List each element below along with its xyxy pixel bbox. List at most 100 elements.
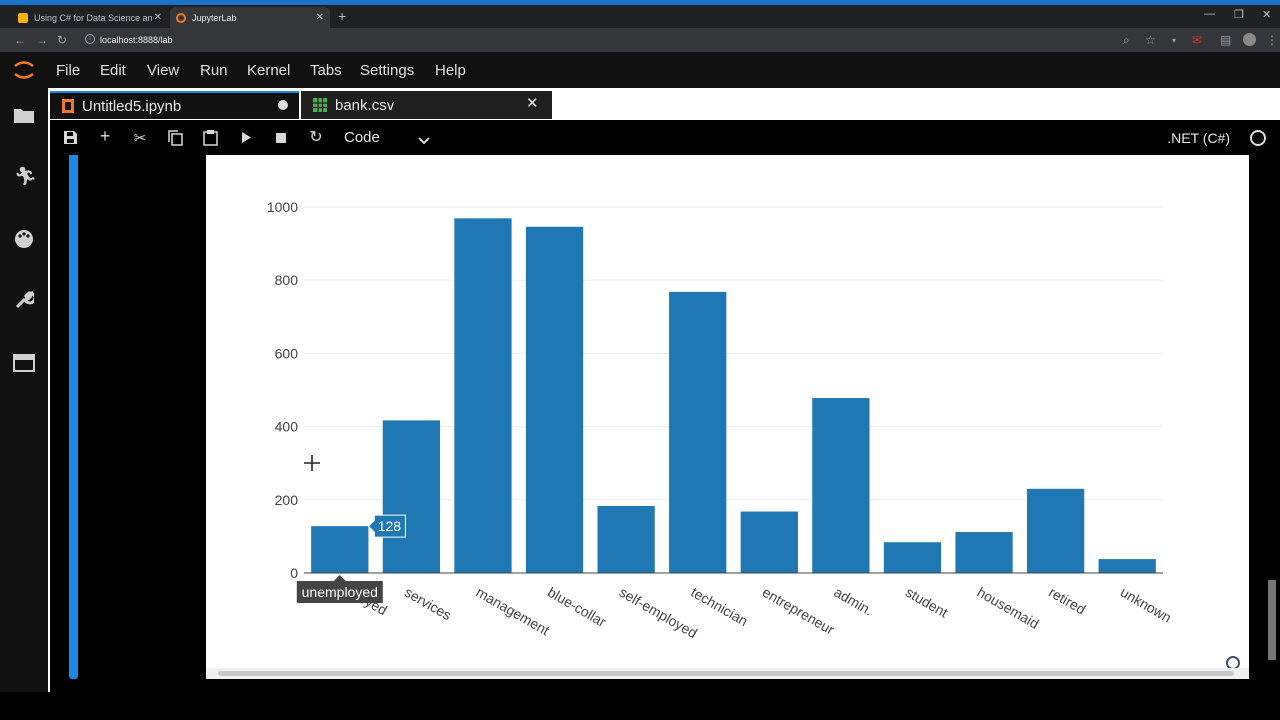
- left-sidebar: 🏃︎: [0, 88, 48, 692]
- hover-category-box: [296, 575, 383, 603]
- bar[interactable]: [1026, 488, 1085, 573]
- menu-help[interactable]: Help: [435, 62, 466, 79]
- tabs-icon[interactable]: [13, 354, 35, 372]
- back-icon[interactable]: ←: [14, 33, 26, 47]
- bar[interactable]: [1098, 559, 1156, 573]
- tab-label: Untitled5.ipynb: [82, 97, 182, 115]
- notebook-toolbar: + ✂ ↻ Code .NET (C#): [50, 120, 1280, 155]
- restore-icon[interactable]: ❐: [1234, 9, 1244, 21]
- copy-icon[interactable]: [168, 130, 183, 146]
- menu-icon[interactable]: ⋮: [1266, 33, 1278, 47]
- document-icon: [18, 12, 28, 23]
- x-tick-label: entrepreneur: [760, 584, 838, 638]
- menu-tabs[interactable]: Tabs: [310, 62, 342, 79]
- wrench-icon[interactable]: [14, 290, 34, 310]
- cut-icon[interactable]: ✂: [133, 130, 147, 147]
- run-icon[interactable]: [241, 131, 252, 144]
- minimize-icon[interactable]: —: [1204, 8, 1215, 20]
- cell-output: 02004006008001000ployedservicesmanagemen…: [206, 155, 1249, 679]
- stop-icon[interactable]: [276, 133, 286, 143]
- zoom-icon[interactable]: ⌕: [1123, 33, 1130, 47]
- y-tick-label: 200: [275, 492, 299, 508]
- browser-tab-label: Using C# for Data Science and M: [34, 12, 152, 23]
- address-bar[interactable]: i localhost:8888/lab: [80, 31, 1235, 49]
- y-tick-label: 600: [275, 345, 299, 361]
- tab-bank-csv[interactable]: bank.csv ✕: [301, 91, 552, 119]
- bar[interactable]: [740, 511, 798, 573]
- bar[interactable]: [525, 226, 584, 573]
- y-tick-label: 1000: [267, 199, 298, 215]
- info-icon[interactable]: i: [85, 34, 95, 44]
- jupyter-menubar: File Edit View Run Kernel Tabs Settings …: [0, 52, 1280, 88]
- window-close-icon[interactable]: ✕: [1262, 9, 1272, 21]
- bar[interactable]: [669, 291, 727, 573]
- chevron-down-icon[interactable]: [418, 135, 430, 147]
- avatar[interactable]: [1243, 33, 1256, 46]
- close-icon[interactable]: ✕: [153, 12, 162, 23]
- y-tick-label: 400: [275, 419, 299, 435]
- extension-icon[interactable]: ▤: [1220, 33, 1232, 47]
- bar[interactable]: [454, 218, 512, 573]
- palette-icon[interactable]: [14, 229, 34, 249]
- document-tabbar: Untitled5.ipynb bank.csv ✕: [50, 91, 1280, 119]
- save-icon[interactable]: [63, 130, 78, 145]
- jupyter-favicon-icon: [176, 12, 186, 23]
- hover-category-label: unemployed: [302, 584, 378, 600]
- x-tick-label: blue-collar: [545, 584, 609, 630]
- menu-edit[interactable]: Edit: [100, 62, 126, 79]
- browser-tab[interactable]: Using C# for Data Science and M ✕: [12, 7, 168, 28]
- url-text: localhost:8888/lab: [100, 35, 173, 45]
- unsaved-dot-icon[interactable]: [278, 100, 288, 110]
- x-tick-label: technician: [688, 584, 751, 629]
- cell-type-select[interactable]: Code: [344, 129, 380, 146]
- kernel-name[interactable]: .NET (C#): [1167, 130, 1230, 146]
- bar-chart[interactable]: 02004006008001000ployedservicesmanagemen…: [206, 155, 1249, 668]
- crosshair-cursor-icon: [304, 455, 320, 471]
- scrollbar-thumb[interactable]: [218, 671, 1234, 676]
- paste-icon[interactable]: [203, 129, 218, 146]
- x-tick-label: self-employed: [617, 584, 700, 641]
- x-tick-label: housemaid: [975, 584, 1042, 632]
- y-tick-label: 0: [290, 565, 298, 581]
- vertical-scrollbar-thumb[interactable]: [1268, 580, 1276, 660]
- folder-icon[interactable]: [13, 106, 35, 124]
- hover-value-box: [367, 514, 406, 538]
- bar[interactable]: [812, 398, 870, 573]
- browser-toolbar: ← → ↻ i localhost:8888/lab ⌕ ☆ ▾ ✉ ▤ ⋮: [0, 28, 1280, 52]
- menu-view[interactable]: View: [147, 62, 180, 79]
- mail-extension-icon[interactable]: ✉: [1192, 33, 1203, 47]
- bar[interactable]: [597, 506, 655, 573]
- browser-tab-label: JupyterLab: [192, 12, 237, 23]
- close-icon[interactable]: ✕: [526, 95, 539, 112]
- new-tab-icon[interactable]: +: [338, 8, 347, 24]
- restart-icon[interactable]: ↻: [309, 129, 323, 146]
- y-tick-label: 800: [275, 272, 299, 288]
- reload-icon[interactable]: ↻: [57, 33, 68, 47]
- active-cell-indicator[interactable]: [69, 155, 78, 679]
- menu-file[interactable]: File: [56, 62, 81, 79]
- horizontal-scrollbar[interactable]: [206, 668, 1249, 679]
- bar[interactable]: [382, 420, 441, 573]
- x-tick-label: retired: [1046, 584, 1088, 618]
- bar[interactable]: [311, 526, 369, 573]
- x-tick-label: services: [402, 584, 454, 624]
- star-icon[interactable]: ☆: [1145, 33, 1156, 47]
- browser-tab-active[interactable]: JupyterLab ✕: [170, 7, 330, 28]
- menu-run[interactable]: Run: [200, 62, 228, 79]
- x-tick-label: management: [473, 584, 552, 639]
- tab-untitled5[interactable]: Untitled5.ipynb: [50, 91, 299, 119]
- add-cell-icon[interactable]: +: [99, 126, 111, 146]
- chevron-down-icon[interactable]: ▾: [1172, 36, 1177, 45]
- bar[interactable]: [883, 542, 942, 573]
- running-icon[interactable]: 🏃︎: [14, 166, 37, 186]
- forward-icon[interactable]: →: [36, 33, 48, 47]
- menu-settings[interactable]: Settings: [360, 62, 415, 79]
- plotly-logo-icon: [1226, 656, 1240, 668]
- bar[interactable]: [955, 532, 1013, 573]
- menu-kernel[interactable]: Kernel: [247, 62, 291, 79]
- hover-value-label: 128: [378, 518, 402, 534]
- close-icon[interactable]: ✕: [315, 12, 324, 23]
- jupyter-logo-icon: [14, 61, 34, 79]
- x-tick-label: unknown: [1118, 584, 1175, 626]
- browser-top-strip: [0, 0, 1280, 5]
